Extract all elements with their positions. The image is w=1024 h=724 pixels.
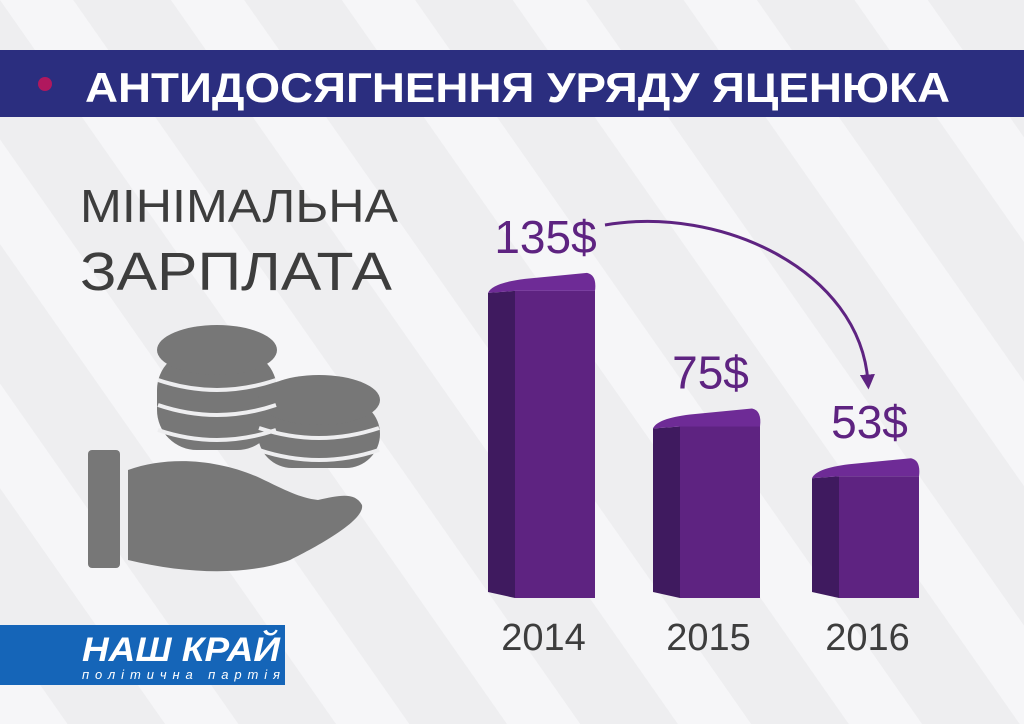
bar [515,290,595,598]
x-tick-label: 2015 [666,617,751,659]
x-tick-label: 2016 [825,617,910,659]
logo-name: НАШ КРАЙ [82,630,282,669]
bar-side [812,476,839,598]
x-tick-label: 2014 [501,617,586,659]
bar-side [488,290,515,598]
chart-title: МІНІМАЛЬНА [80,180,398,232]
trend-arrow [604,220,875,390]
bar-top [488,272,596,293]
value-label: 135$ [494,211,596,263]
bar [680,426,760,598]
coin-edges [157,378,380,462]
value-label: 75$ [672,347,749,399]
header-title: АНТИДОСЯГНЕННЯ УРЯДУ ЯЦЕНЮКА [85,64,950,111]
header-dot [38,77,52,91]
bar-top [812,458,920,479]
bar-top [653,408,761,429]
value-label: 53$ [831,396,908,448]
header-band [0,50,1024,117]
chart-title: ЗАРПЛАТА [80,242,392,302]
logo-box [0,625,285,685]
bar [839,476,919,598]
bar-side [653,426,680,598]
coins-hand-icon [88,325,380,572]
